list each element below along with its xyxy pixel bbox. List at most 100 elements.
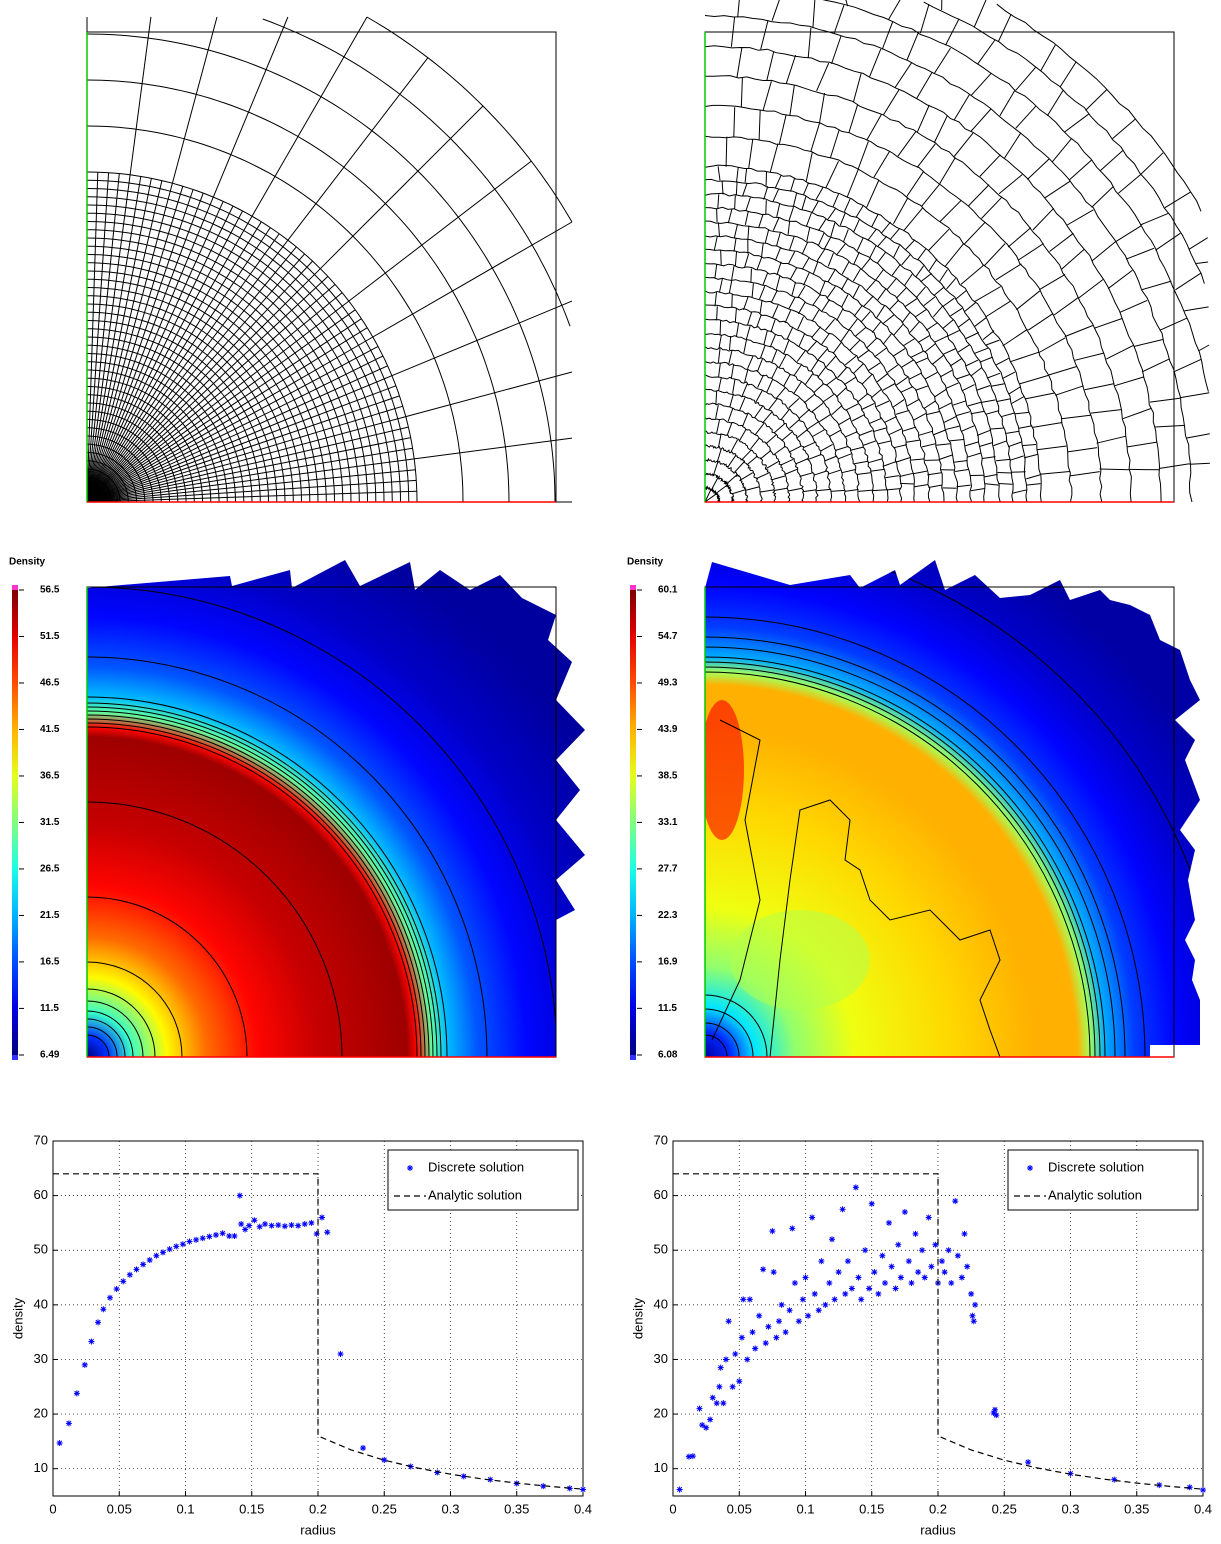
mesh-edge xyxy=(1026,474,1041,480)
mesh-edge xyxy=(765,200,767,215)
data-point xyxy=(855,1274,862,1281)
mesh-edge xyxy=(996,357,1009,366)
mesh-edge xyxy=(840,277,849,291)
mesh-edge xyxy=(86,79,510,503)
mesh-edge xyxy=(998,174,1023,195)
data-point xyxy=(212,1231,219,1238)
contour xyxy=(87,896,248,1057)
mesh-edge xyxy=(839,212,846,226)
mesh-edge xyxy=(783,340,790,354)
data-point xyxy=(791,1280,798,1286)
data-point xyxy=(434,1469,441,1476)
mesh-edge xyxy=(762,272,769,286)
mesh-edge xyxy=(981,399,996,403)
mesh-edge xyxy=(923,400,937,409)
data-point xyxy=(822,1301,829,1308)
mesh-edge xyxy=(1175,272,1202,291)
mesh-edge xyxy=(716,448,722,462)
mesh-edge xyxy=(895,376,908,386)
mesh-edge xyxy=(743,339,748,354)
mesh-edge xyxy=(828,429,842,438)
data-point xyxy=(696,1405,703,1412)
mesh-edge xyxy=(704,374,833,503)
data-point xyxy=(809,1214,816,1221)
mesh-edge xyxy=(827,207,837,220)
mesh-edge xyxy=(995,263,1022,281)
data-point xyxy=(993,1412,1000,1419)
density-field xyxy=(86,560,585,1058)
data-point xyxy=(381,1456,388,1463)
mesh-edge xyxy=(1067,447,1098,453)
contour xyxy=(705,666,1096,1057)
mesh-edge xyxy=(793,381,802,394)
data-point xyxy=(231,1233,238,1240)
data-point xyxy=(206,1233,213,1240)
x-tick-label: 0.3 xyxy=(1061,1501,1079,1516)
y-tick-label: 60 xyxy=(654,1187,668,1202)
mesh-edge xyxy=(947,329,961,337)
data-point xyxy=(153,1252,160,1259)
mesh-edge xyxy=(817,218,827,232)
mesh-edge xyxy=(965,359,979,367)
data-point xyxy=(281,1223,288,1230)
mesh-edge xyxy=(851,414,865,422)
mesh-edge xyxy=(906,32,919,61)
mesh-edge xyxy=(819,413,832,423)
data-point xyxy=(100,1306,107,1313)
data-point xyxy=(868,1200,875,1207)
data-point xyxy=(713,1400,720,1407)
mesh-edge xyxy=(892,245,900,259)
mesh-edge xyxy=(835,387,847,398)
mesh-edge xyxy=(915,286,926,298)
colorbar-tick-label: 41.5 xyxy=(40,724,60,735)
mesh-edge xyxy=(87,344,245,503)
mesh-edge xyxy=(877,235,888,248)
mesh-edge xyxy=(86,204,385,503)
mesh-edge xyxy=(945,382,959,390)
mesh-edge xyxy=(86,33,556,503)
mesh-edge xyxy=(87,452,137,502)
mesh-edge xyxy=(802,441,817,449)
mesh-edge xyxy=(803,393,816,404)
mesh-edge xyxy=(853,219,860,233)
mesh-edge xyxy=(348,160,532,302)
mesh-edge xyxy=(755,472,769,480)
data-point xyxy=(732,1351,739,1357)
mesh-edge xyxy=(712,461,719,476)
mesh-polar xyxy=(86,16,573,503)
data-point xyxy=(921,1274,928,1281)
scatter-plot: 0 0.05 0.1 0.15 0.2 0.25 0.3 0.35 0.4 10 20 30 40 50 6… xyxy=(630,1132,1212,1537)
mesh-edge xyxy=(924,371,938,380)
mesh-edge xyxy=(965,332,980,339)
mesh-edge xyxy=(711,477,719,490)
mesh-edge xyxy=(920,272,933,283)
mesh-edge xyxy=(763,330,768,345)
mesh-edge xyxy=(939,269,948,282)
data-point xyxy=(746,1296,753,1303)
mesh-edge xyxy=(872,427,887,433)
y-tick-label: 70 xyxy=(34,1132,48,1147)
data-point xyxy=(905,1258,912,1265)
mesh-edge xyxy=(781,431,793,442)
mesh-edge xyxy=(964,302,976,312)
mesh-edge xyxy=(956,411,971,416)
data-point xyxy=(685,1453,692,1460)
data-point xyxy=(925,1214,932,1221)
data-point xyxy=(246,1222,253,1229)
mesh-edge xyxy=(961,425,975,432)
data-point xyxy=(703,1424,710,1431)
data-point xyxy=(908,1280,915,1286)
mesh-edge xyxy=(704,430,777,503)
mesh-edge xyxy=(918,430,933,436)
data-point xyxy=(892,1285,899,1292)
data-point xyxy=(839,1206,846,1213)
data-point xyxy=(829,1236,835,1243)
contour xyxy=(705,1034,728,1057)
data-point xyxy=(769,1228,776,1235)
mesh-edge xyxy=(713,236,718,251)
mesh-edge xyxy=(762,81,772,111)
mesh-edge xyxy=(989,427,1005,430)
legend-box xyxy=(1007,1149,1199,1211)
mesh-edge xyxy=(1085,89,1108,111)
contour xyxy=(711,719,761,1041)
